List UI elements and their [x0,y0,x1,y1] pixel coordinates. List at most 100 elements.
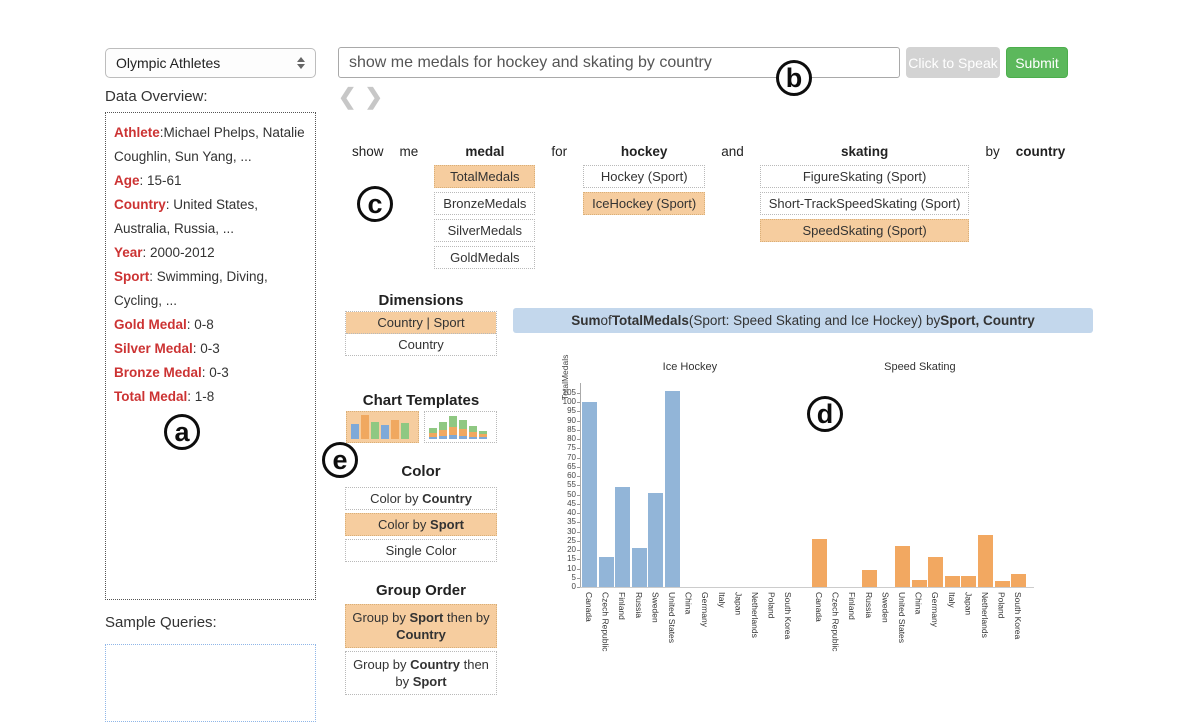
bar-speed-skating-south-korea [1011,574,1027,587]
submit-button[interactable]: Submit [1006,47,1068,78]
x-tick-label: Finland [847,592,858,620]
back-arrow-icon[interactable]: ❮ [338,84,365,109]
token-option[interactable]: TotalMedals [434,165,536,188]
panel-option[interactable]: Country [346,334,496,355]
token-option[interactable]: BronzeMedals [434,192,536,215]
dataset-select-value: Olympic Athletes [116,55,221,71]
stacked-bar-chart-template[interactable] [424,411,497,443]
query-input[interactable] [338,47,900,78]
mini-bar [391,420,399,439]
panel-option[interactable]: Color by Sport [345,513,497,536]
y-tick-mark [577,531,580,533]
x-tick-label: United States [897,592,907,644]
dimensions-heading: Dimensions [378,292,464,309]
y-tick-mark [577,393,580,394]
x-tick-label: Italy [946,592,957,608]
mini-segment [479,431,487,434]
panel-option[interactable]: Color by Country [345,487,497,510]
token-option[interactable]: SpeedSkating (Sport) [759,219,970,242]
mini-stack [479,431,487,439]
bar-speed-skating-united-states [895,546,910,587]
panel-option[interactable]: Group by Sport then by Country [345,604,497,648]
field-label: Total Medal [114,389,188,404]
token-word: country [1015,144,1066,159]
token-word: hockey [620,144,668,159]
bar-ice-hockey-czech-republic [598,557,614,587]
y-tick-mark [577,476,580,478]
x-tick-label: Germany [930,592,941,627]
bar-speed-skating-poland [994,581,1010,587]
facet-label: Ice Hockey [662,361,718,373]
x-tick-label: Japan [963,592,974,616]
x-tick-label: China [913,592,924,615]
field-value: : 0-8 [186,317,214,332]
field-value: : 0-3 [192,341,220,356]
field-value: : Swimming, Diving, Cycling, ... [114,269,268,308]
x-tick-label: United States [667,592,677,644]
token-option[interactable]: Short-TrackSpeedSkating (Sport) [759,192,970,215]
annotation-circle-b: b [776,60,812,96]
bar-speed-skating-italy [944,576,960,587]
annotation-circle-c: c [357,186,393,222]
bar-ice-hockey-finland [615,487,631,587]
mini-segment [449,427,457,435]
y-tick-label: 25 [567,535,576,545]
x-tick-label: Italy [716,592,727,608]
y-tick-label: 80 [567,434,576,444]
color-heading: Color [401,463,441,480]
y-tick-label: 10 [567,563,576,573]
field-label: Bronze Medal [114,365,202,380]
mini-stack [439,422,447,439]
token-option[interactable]: SilverMedals [434,219,536,242]
forward-arrow-icon[interactable]: ❯ [364,84,391,109]
mini-segment [429,433,437,437]
token-word: by [985,144,1000,159]
y-tick-label: 50 [567,489,576,499]
x-tick-label: Sweden [880,592,891,623]
token-option[interactable]: IceHockey (Sport) [583,192,706,215]
y-tick-label: 35 [567,517,576,527]
panel-option[interactable]: Single Color [345,539,497,562]
mini-stack [469,426,477,439]
x-axis-line [580,587,1034,588]
chart-templates-row [346,411,497,443]
token-option[interactable]: GoldMedals [434,246,536,269]
mini-segment [429,437,437,439]
panel-option[interactable]: Group by Country then by Sport [345,651,497,695]
y-tick-label: 90 [567,415,576,425]
y-tick-mark [577,457,580,459]
bar-speed-skating-canada [812,539,827,587]
x-tick-label: Canada [814,592,824,622]
query-token-hockey: hockey Hockey (Sport) IceHockey (Sport) [583,144,706,215]
field-value: :Michael Phelps, Natalie Coughlin, Sun Y… [114,125,305,164]
token-word: medal [465,144,505,159]
annotation-circle-e: e [322,442,358,478]
click-to-speak-button[interactable]: Click to Speak [906,47,1000,78]
token-option[interactable]: FigureSkating (Sport) [759,165,970,188]
y-tick-mark [577,587,580,588]
annotation-circle-d: d [807,396,843,432]
bar-speed-skating-russia [861,570,877,587]
y-tick-mark [577,522,580,524]
y-tick-mark [577,439,580,441]
dataset-select[interactable]: Olympic Athletes [105,48,316,78]
x-tick-label: Netherlands [980,592,990,638]
mini-segment [469,437,477,439]
x-tick-label: Finland [617,592,628,620]
token-word: skating [840,144,889,159]
token-option[interactable]: Hockey (Sport) [583,165,706,188]
history-nav: ❮❯ [338,84,391,110]
y-tick-label: 20 [567,545,576,555]
sample-queries-box[interactable] [105,644,316,722]
y-tick-mark [577,448,580,450]
panel-option[interactable]: Country | Sport [346,312,496,334]
y-tick-mark [577,559,580,561]
mini-stack [459,420,467,439]
field-label: Sport [114,269,150,284]
x-tick-label: Czech Republic [830,592,841,652]
grouped-bar-chart-template[interactable] [346,411,419,443]
bar-speed-skating-china [911,580,927,587]
y-axis-title: TotalMedals [560,354,570,400]
bar-speed-skating-germany [928,557,944,587]
x-tick-label: Germany [700,592,711,627]
